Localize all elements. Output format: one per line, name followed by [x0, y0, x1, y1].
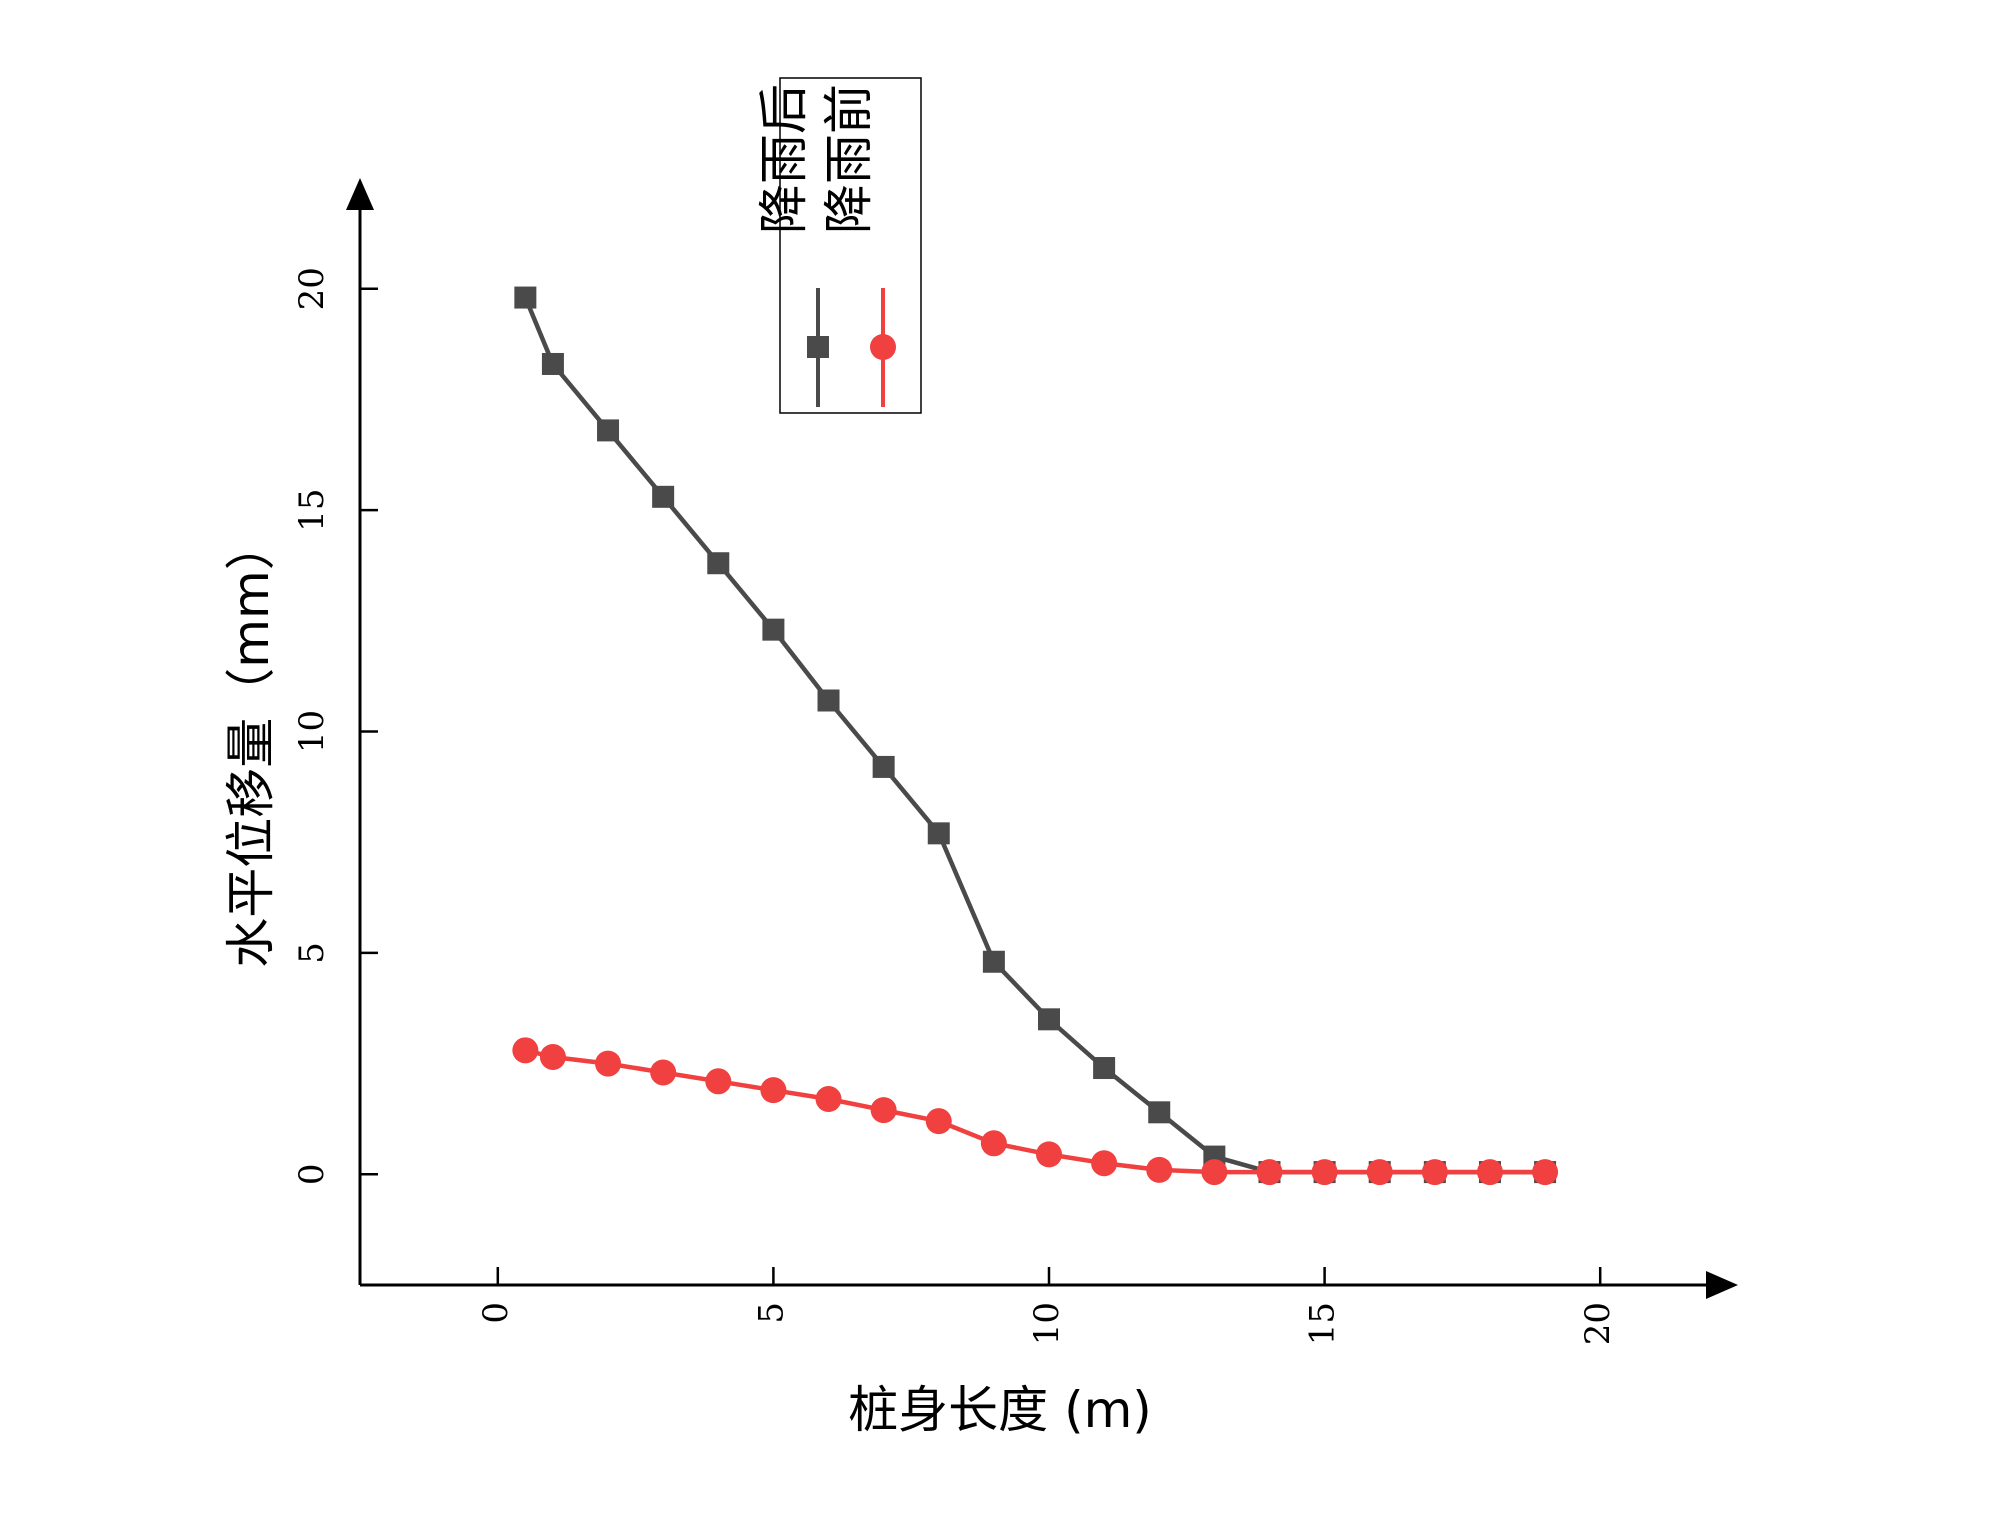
legend-label-before-rain: 降雨前: [820, 84, 878, 234]
data-point-circle: [815, 1086, 842, 1113]
series-line: [524, 1048, 1546, 1175]
y-axis-arrow: [346, 178, 374, 210]
data-point-circle: [539, 1043, 566, 1070]
data-point-circle: [760, 1077, 787, 1104]
legend-label-after-rain: 降雨后: [755, 84, 813, 234]
x-tick-label: 0: [476, 1302, 516, 1324]
series-1: [512, 1037, 1559, 1186]
data-point-circle: [650, 1059, 677, 1086]
y-tick-label: 15: [292, 488, 332, 531]
series-layer: [512, 286, 1559, 1186]
data-point-circle: [870, 1097, 897, 1124]
y-tick-label: 5: [292, 942, 332, 964]
data-point-circle: [512, 1037, 539, 1064]
x-tick-label: 10: [1027, 1302, 1067, 1345]
y-ticks: 0 5 10 15 20: [292, 267, 378, 1185]
data-point-circle: [1146, 1156, 1173, 1183]
data-point-square: [514, 286, 537, 309]
data-point-square: [982, 950, 1005, 973]
data-point-circle: [1256, 1159, 1283, 1186]
data-point-circle: [1311, 1159, 1338, 1186]
data-point-square: [1148, 1101, 1171, 1124]
data-point-square: [872, 755, 895, 778]
x-tick-label: 15: [1303, 1302, 1343, 1345]
y-tick-label: 20: [292, 267, 332, 310]
data-point-square: [762, 618, 785, 641]
data-point-square: [541, 352, 564, 375]
x-axis-arrow: [1706, 1271, 1738, 1299]
x-axis-title: 桩身长度 (m): [848, 1381, 1152, 1439]
x-tick-label: 5: [751, 1302, 791, 1324]
data-point-circle: [1091, 1150, 1118, 1177]
data-point-circle: [1201, 1159, 1228, 1186]
legend-square-marker: [807, 336, 829, 358]
legend-box: [779, 77, 922, 414]
data-point-square: [1093, 1057, 1116, 1080]
data-point-circle: [1476, 1159, 1503, 1186]
x-tick-label: 20: [1578, 1302, 1618, 1345]
legend-circle-marker: [870, 334, 896, 360]
y-tick-label: 10: [292, 710, 332, 753]
data-point-square: [1038, 1008, 1060, 1031]
data-point-circle: [980, 1130, 1007, 1157]
y-axis-title: 水平位移量（mm）: [222, 520, 280, 967]
data-point-square: [927, 822, 950, 845]
legend-item-after-rain: 降雨后: [755, 84, 829, 407]
series-line: [523, 296, 1546, 1175]
legend: 降雨后 降雨前: [755, 77, 922, 414]
data-point-circle: [595, 1050, 622, 1077]
data-point-circle: [1421, 1159, 1448, 1186]
data-point-square: [707, 552, 730, 575]
axes: [346, 178, 1738, 1299]
data-point-square: [817, 689, 840, 712]
data-point-circle: [1366, 1159, 1393, 1186]
series-0: [514, 286, 1557, 1184]
data-point-square: [652, 485, 675, 508]
legend-item-before-rain: 降雨前: [820, 84, 896, 407]
data-point-circle: [705, 1068, 732, 1095]
x-ticks: 0 5 10 15 20: [476, 1267, 1618, 1345]
data-point-circle: [1036, 1141, 1062, 1168]
data-point-circle: [925, 1108, 952, 1135]
y-tick-label: 0: [292, 1163, 332, 1185]
data-point-circle: [1532, 1159, 1559, 1186]
data-point-square: [597, 419, 620, 442]
